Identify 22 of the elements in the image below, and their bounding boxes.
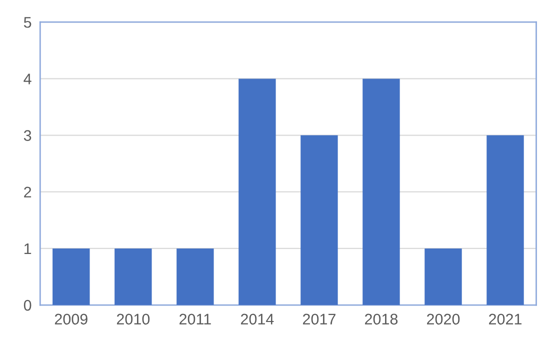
bar <box>424 248 462 306</box>
x-tick-label: 2010 <box>116 314 150 325</box>
y-tick-label: 0 <box>24 300 32 311</box>
bar <box>238 78 276 306</box>
bar <box>176 248 214 306</box>
bar <box>362 78 400 306</box>
bar <box>114 248 152 306</box>
x-tick-label: 2021 <box>489 314 522 325</box>
x-tick-label: 2014 <box>240 314 274 325</box>
y-tick-label: 3 <box>24 130 32 141</box>
bar <box>300 135 338 306</box>
x-tick-label: 2020 <box>427 314 460 325</box>
y-tick-label: 5 <box>24 17 32 28</box>
x-tick-label: 2017 <box>302 314 336 325</box>
y-tick-label: 2 <box>24 186 32 198</box>
x-tick-label: 2011 <box>180 314 211 325</box>
y-tick-label: 4 <box>24 74 32 84</box>
x-tick-label: 2009 <box>54 314 88 325</box>
y-tick-label: 1 <box>24 243 32 254</box>
x-tick-label: 2018 <box>364 314 398 325</box>
bar <box>52 248 90 306</box>
bar <box>486 135 524 306</box>
